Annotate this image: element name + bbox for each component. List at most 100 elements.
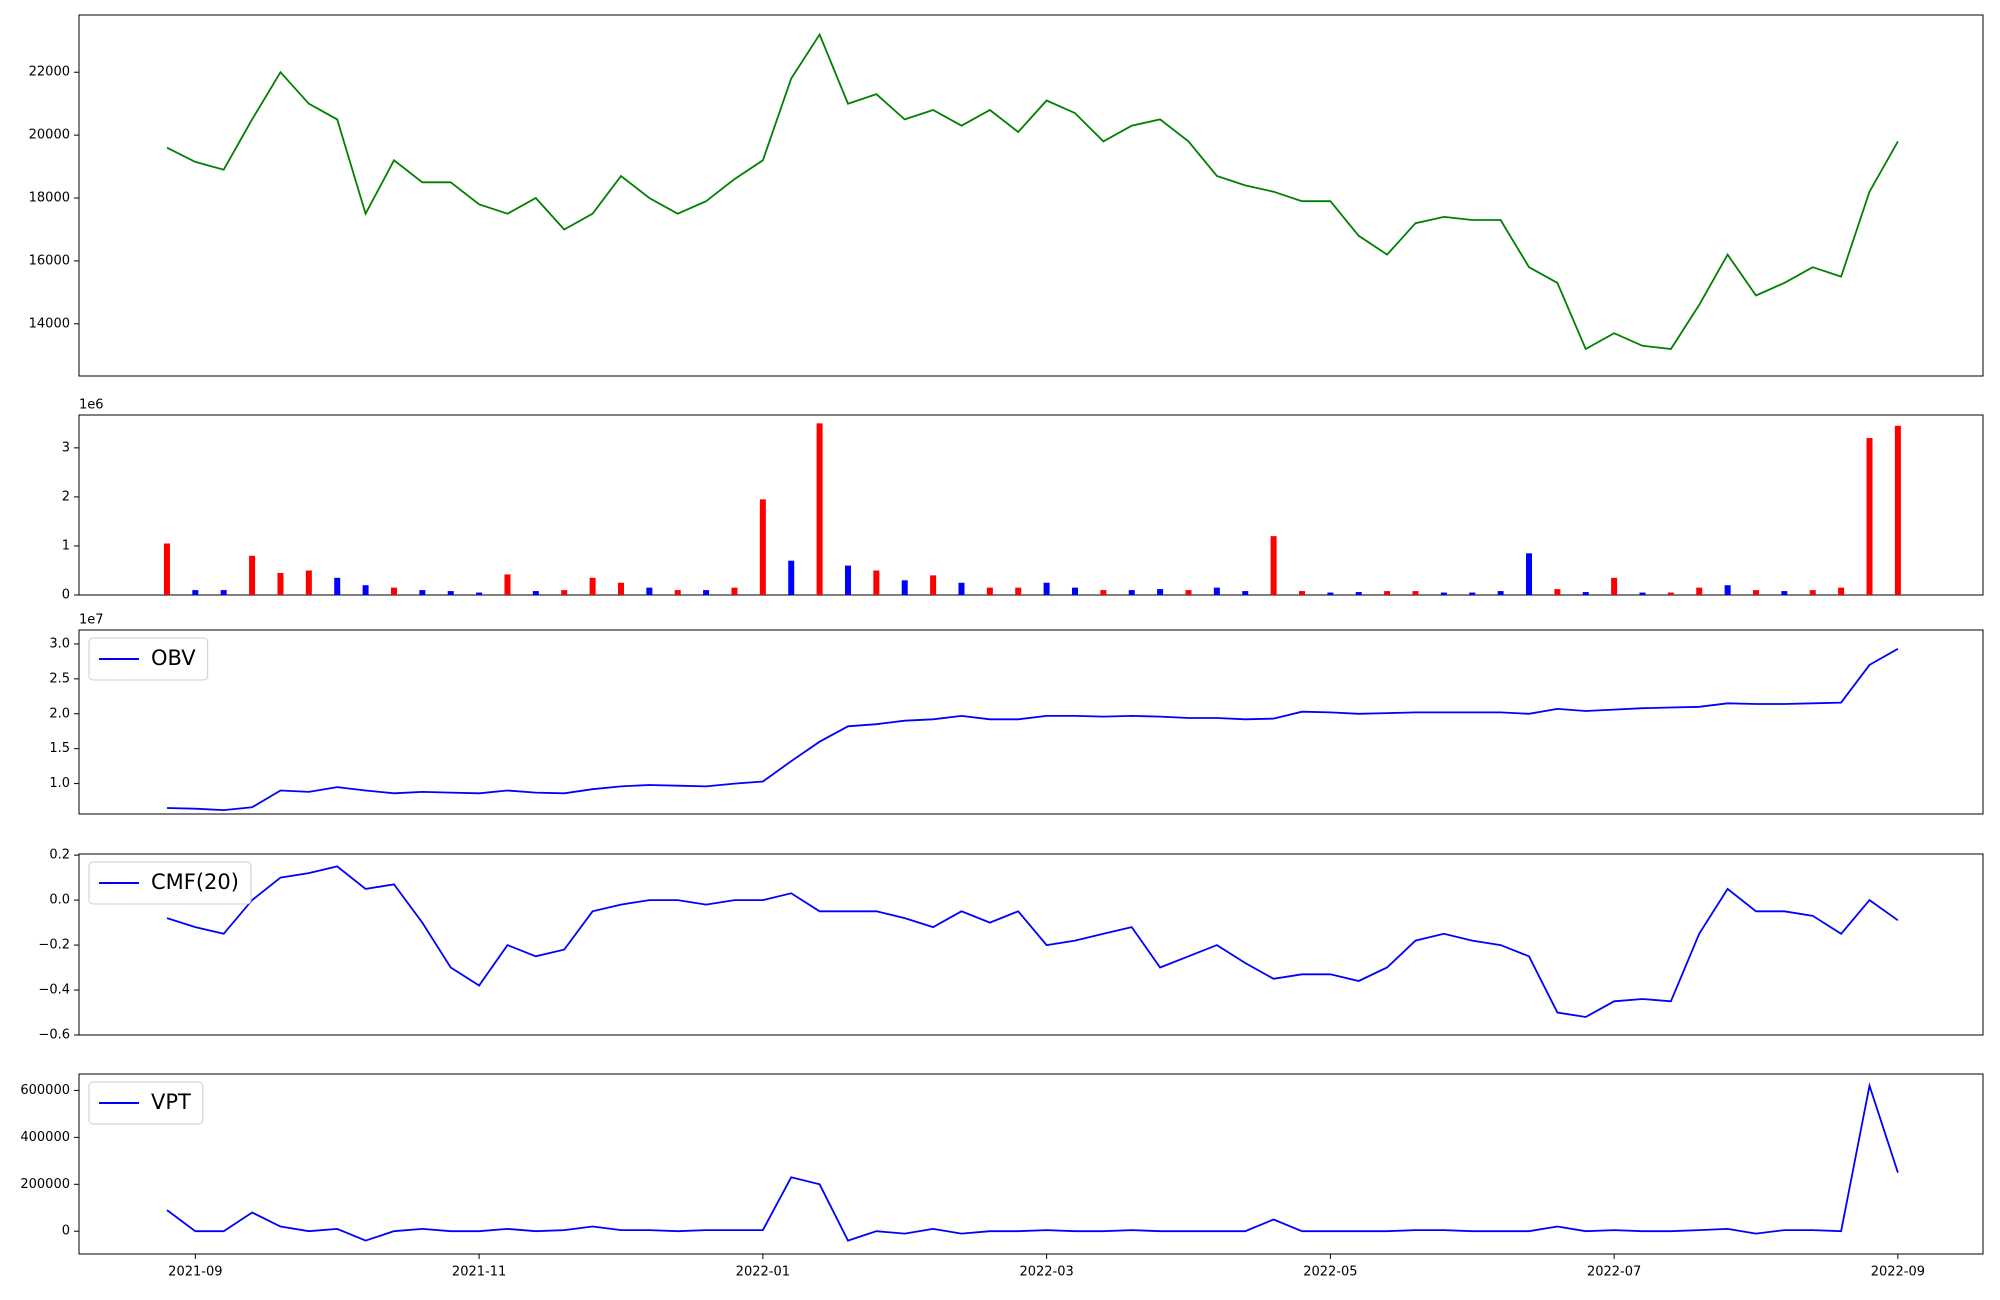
volume-bar bbox=[334, 577, 341, 595]
volume-bar bbox=[986, 587, 993, 595]
volume-bar bbox=[1469, 592, 1476, 595]
x-tick-label: 2021-09 bbox=[168, 1265, 222, 1280]
volume-bar bbox=[788, 560, 795, 595]
volume-bar bbox=[1497, 591, 1504, 595]
volume-bar bbox=[1298, 591, 1305, 595]
volume-bar bbox=[617, 582, 624, 595]
volume-bar bbox=[873, 570, 880, 595]
series-line bbox=[166, 648, 1899, 812]
offset-label: 1e6 bbox=[79, 398, 104, 413]
volume-bar bbox=[1071, 587, 1078, 595]
volume-bar bbox=[1724, 585, 1731, 595]
volume-bar bbox=[1100, 590, 1107, 595]
volume-bar bbox=[731, 587, 738, 595]
y-tick-label: 1.5 bbox=[49, 741, 70, 756]
y-tick-label: 2 bbox=[62, 489, 70, 504]
volume-bar bbox=[390, 587, 397, 595]
series-line bbox=[166, 1082, 1899, 1242]
x-tick-label: 2021-11 bbox=[452, 1265, 506, 1280]
y-tick-label: −0.6 bbox=[38, 1028, 70, 1043]
volume-bar bbox=[163, 543, 170, 595]
volume-bar bbox=[1043, 582, 1050, 595]
y-tick-label: 1 bbox=[62, 538, 70, 553]
y-tick-label: 400000 bbox=[20, 1130, 70, 1145]
y-tick-label: 2.5 bbox=[49, 671, 70, 686]
y-tick-label: 600000 bbox=[20, 1083, 70, 1098]
volume-bar bbox=[305, 570, 312, 595]
volume-bar bbox=[249, 555, 256, 595]
volume-bar bbox=[703, 590, 710, 595]
volume-bar bbox=[646, 587, 653, 595]
volume-bar bbox=[220, 590, 227, 595]
offset-label: 1e7 bbox=[79, 613, 104, 628]
volume-bar bbox=[1611, 577, 1618, 595]
x-tick-label: 2022-03 bbox=[1019, 1265, 1073, 1280]
volume-bar bbox=[1384, 591, 1391, 595]
legend bbox=[88, 1081, 204, 1125]
y-tick-label: −0.4 bbox=[38, 983, 70, 998]
axes-frame bbox=[78, 853, 1984, 1036]
y-tick-label: 200000 bbox=[20, 1177, 70, 1192]
volume-bar bbox=[1412, 591, 1419, 595]
volume-bar bbox=[504, 574, 511, 595]
volume-bar bbox=[816, 423, 823, 595]
y-tick-label: 0.2 bbox=[49, 848, 70, 863]
volume-bar bbox=[1554, 589, 1561, 595]
volume-bar bbox=[1866, 438, 1873, 595]
volume-bar bbox=[1270, 536, 1277, 595]
legend-label: CMF(20) bbox=[151, 870, 239, 894]
volume-bar bbox=[1128, 590, 1135, 595]
axes-frame bbox=[78, 629, 1984, 815]
axes-frame bbox=[78, 1073, 1984, 1255]
y-tick-label: 3 bbox=[62, 440, 70, 455]
legend bbox=[88, 861, 252, 905]
volume-bar bbox=[1440, 592, 1447, 595]
y-tick-label: −0.2 bbox=[38, 938, 70, 953]
volume-bar bbox=[1213, 587, 1220, 595]
volume-bar bbox=[1838, 587, 1845, 595]
volume-bar bbox=[1015, 587, 1022, 595]
legend-label: OBV bbox=[151, 646, 196, 670]
volume-bar bbox=[1752, 590, 1759, 595]
axes-frame bbox=[78, 14, 1984, 377]
volume-bar bbox=[1242, 591, 1249, 595]
y-tick-label: 20000 bbox=[29, 128, 70, 143]
legend bbox=[88, 637, 209, 681]
volume-bar bbox=[674, 590, 681, 595]
volume-bar bbox=[419, 590, 426, 595]
y-tick-label: 14000 bbox=[29, 316, 70, 331]
y-tick-label: 3.0 bbox=[49, 636, 70, 651]
volume-bar bbox=[561, 590, 568, 595]
series-line bbox=[166, 32, 1899, 351]
y-tick-label: 16000 bbox=[29, 253, 70, 268]
volume-bar bbox=[1809, 590, 1816, 595]
y-tick-label: 2.0 bbox=[49, 706, 70, 721]
series-line bbox=[166, 865, 1899, 1018]
volume-bar bbox=[1639, 592, 1646, 595]
volume-bar bbox=[1185, 590, 1192, 595]
y-tick-label: 22000 bbox=[29, 65, 70, 80]
x-tick-label: 2022-07 bbox=[1587, 1265, 1641, 1280]
volume-bar bbox=[759, 499, 766, 595]
volume-bar bbox=[958, 582, 965, 595]
volume-bar bbox=[901, 580, 908, 595]
axes-frame bbox=[78, 414, 1984, 596]
y-tick-label: 18000 bbox=[29, 191, 70, 206]
legend-label: VPT bbox=[151, 1090, 191, 1114]
volume-bar bbox=[589, 577, 596, 595]
volume-bar bbox=[1781, 591, 1788, 595]
volume-bar bbox=[362, 585, 369, 595]
volume-bar bbox=[277, 572, 284, 595]
volume-bar bbox=[1157, 589, 1164, 595]
volume-bar bbox=[192, 590, 199, 595]
y-tick-label: 0.0 bbox=[49, 893, 70, 908]
x-tick-label: 2022-05 bbox=[1303, 1265, 1357, 1280]
volume-bar bbox=[1525, 553, 1532, 595]
volume-bar bbox=[1327, 592, 1334, 595]
volume-bar bbox=[447, 591, 454, 595]
volume-bar bbox=[930, 575, 937, 595]
volume-bar bbox=[1696, 587, 1703, 595]
y-tick-label: 0 bbox=[62, 1224, 70, 1239]
volume-bar bbox=[1582, 592, 1589, 595]
